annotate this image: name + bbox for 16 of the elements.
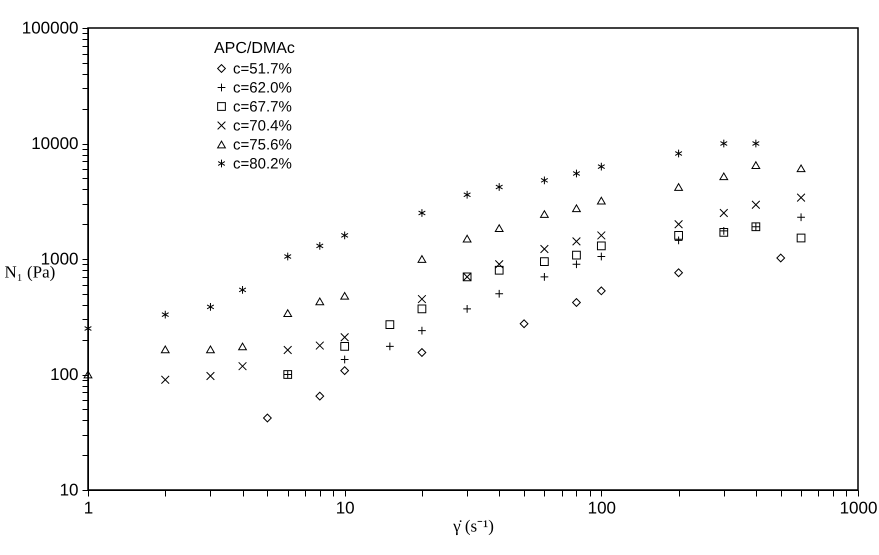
legend-title: APC/DMAc [214,40,295,57]
legend-label: c=80.2% [233,156,292,172]
legend-label: c=67.7% [233,98,292,116]
y-tick-label: 100000 [22,18,78,38]
x-axis-title: γ̇ (s⁻¹) [452,516,494,536]
x-tick-label: 1 [84,498,94,518]
legend-label: c=75.6% [233,136,292,154]
x-tick-label: 10 [336,498,355,518]
y-tick-label: 100 [50,365,78,384]
legend-label: c=70.4% [233,118,292,134]
y-tick-label: 10 [60,480,78,500]
legend-label: c=51.7% [233,60,292,78]
x-tick-label: 100 [588,498,616,518]
x-tick-label: 1000 [840,498,878,518]
legend-label: c=62.0% [233,80,292,96]
y-tick-label: 10000 [31,134,78,153]
